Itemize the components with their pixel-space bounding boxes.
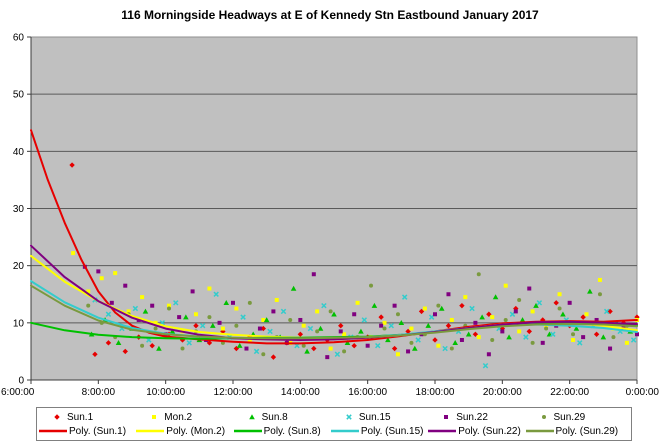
legend-label: Sun.15 (358, 411, 391, 423)
legend-label: Sun.29 (553, 411, 586, 423)
legend-item-sun22: Sun.22 (440, 410, 488, 424)
x-tick-label: 12:00:00 (214, 387, 253, 398)
legend-label: Poly. (Mon.2) (166, 425, 226, 437)
legend-item-sun8: Sun.8 (246, 410, 288, 424)
legend-item-poly-sun-15-: Poly. (Sun.15) (330, 424, 424, 438)
x-tick-label: 0:00:00 (626, 387, 660, 398)
legend-item-poly-sun-22-: Poly. (Sun.22) (428, 424, 521, 438)
legend-label: Sun.22 (456, 411, 488, 423)
y-tick-label: 20 (13, 261, 25, 272)
legend-item-poly-sun-8-: Poly. (Sun.8) (233, 424, 321, 438)
legend-item-sun15: Sun.15 (343, 410, 391, 424)
x-tick-label: 8:00:00 (82, 387, 116, 398)
gridlines (31, 93, 637, 324)
axes: 0 10 20 30 40 50 60 6:00:00 8:00:00 10:00:00 12:00… (1, 33, 659, 399)
y-tick-label: 40 (13, 147, 25, 158)
line-swatch-icon (525, 429, 554, 433)
legend-item-poly-sun-1-: Poly. (Sun.1) (39, 424, 126, 438)
y-tick-label: 10 (13, 318, 25, 329)
chart-legend: Sun.1 Mon.2 Sun.8 Sun.15 Sun.22 Sun.29 Poly. (… (36, 407, 632, 441)
x-tick-label: 18:00:00 (416, 387, 455, 398)
x-tick-label: 16:00:00 (348, 387, 387, 398)
legend-label: Mon.2 (164, 411, 193, 423)
legend-item-poly-sun-29-: Poly. (Sun.29) (525, 424, 619, 438)
line-swatch-icon (428, 429, 457, 433)
x-marker-icon (346, 414, 352, 420)
line-swatch-icon (330, 429, 359, 433)
legend-label: Poly. (Sun.22) (458, 425, 521, 437)
legend-label: Poly. (Sun.15) (360, 425, 424, 437)
x-tick-label: 6:00:00 (1, 387, 35, 398)
diamond-marker-icon (54, 414, 60, 420)
legend-label: Sun.1 (67, 411, 94, 423)
x-tick-label: 10:00:00 (146, 387, 185, 398)
legend-item-sun1: Sun.1 (51, 410, 93, 424)
circle-marker-icon (541, 415, 546, 419)
square-marker-icon (152, 415, 157, 419)
legend-item-sun29: Sun.29 (538, 410, 586, 424)
chart-title: 116 Morningside Headways at E of Kennedy… (121, 8, 539, 22)
legend-label: Poly. (Sun.8) (263, 425, 321, 437)
y-tick-label: 50 (13, 90, 25, 101)
legend-label: Poly. (Sun.1) (69, 425, 127, 437)
trendline-poly-sun-29- (30, 284, 638, 340)
line-swatch-icon (233, 429, 262, 433)
x-tick-label: 20:00:00 (483, 387, 522, 398)
x-tick-label: 14:00:00 (281, 387, 320, 398)
square-marker-icon (444, 415, 449, 419)
y-tick-label: 30 (13, 204, 25, 215)
legend-label: Sun.8 (261, 411, 288, 423)
legend-label: Poly. (Sun.29) (555, 425, 619, 437)
y-tick-label: 60 (13, 33, 25, 44)
trendline-poly-sun-22- (30, 244, 638, 341)
legend-item-mon2: Mon.2 (148, 410, 192, 424)
y-tick-label: 0 (18, 376, 24, 387)
legend-item-poly-mon-2-: Poly. (Mon.2) (136, 424, 225, 438)
line-swatch-icon (39, 429, 67, 433)
x-tick-label: 22:00:00 (550, 387, 589, 398)
triangle-marker-icon (248, 414, 255, 420)
line-swatch-icon (136, 429, 165, 433)
